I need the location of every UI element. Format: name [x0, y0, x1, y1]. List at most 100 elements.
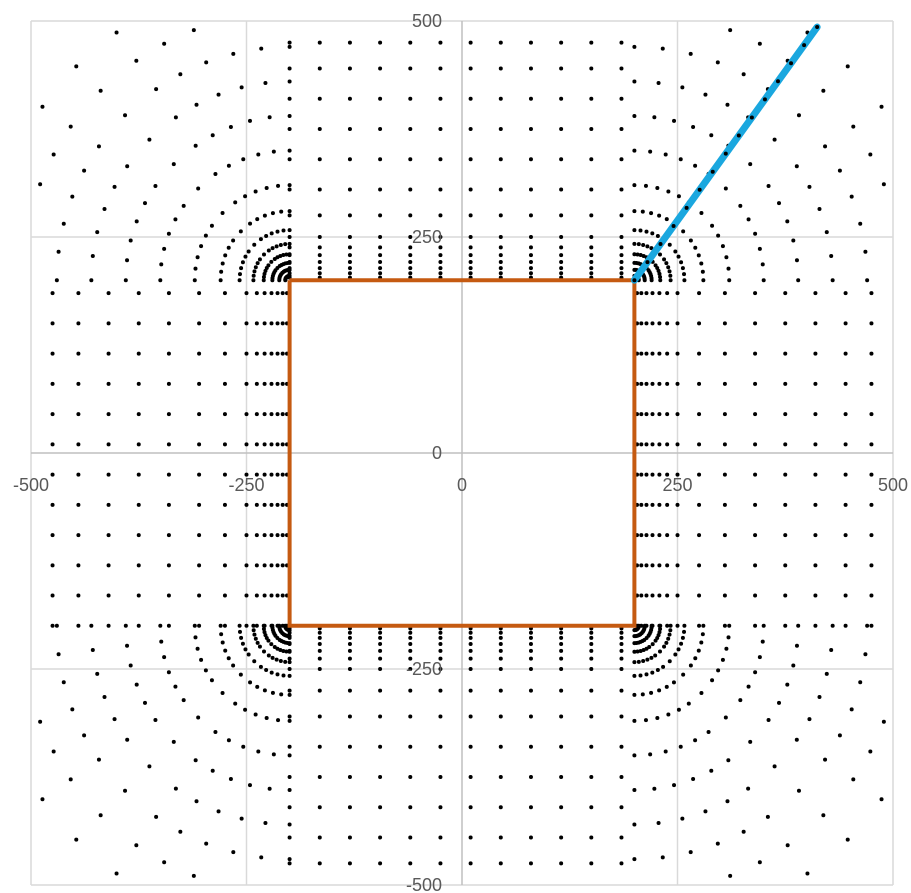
- scatter-point: [280, 442, 285, 447]
- scatter-point: [528, 805, 533, 810]
- scatter-point: [657, 321, 662, 326]
- scatter-point: [468, 861, 473, 866]
- scatter-point: [468, 648, 473, 653]
- scatter-point: [468, 40, 473, 45]
- scatter-point: [699, 691, 704, 695]
- scatter-point: [559, 656, 564, 661]
- scatter-point: [162, 41, 167, 46]
- scatter-point: [317, 260, 322, 265]
- scatter-point: [154, 814, 159, 819]
- scatter-point: [50, 321, 55, 326]
- scatter-point: [347, 714, 352, 719]
- scatter-point: [641, 254, 646, 258]
- scatter-point: [748, 739, 753, 744]
- scatter-point: [222, 412, 227, 417]
- scatter-point: [287, 157, 292, 162]
- scatter-point: [559, 688, 564, 693]
- scatter-point: [82, 168, 87, 173]
- scatter-point: [783, 321, 788, 326]
- scatter-point: [438, 714, 443, 719]
- scatter-point: [468, 714, 473, 719]
- scatter-point: [237, 629, 242, 634]
- scatter-point: [673, 249, 678, 254]
- scatter-point: [589, 656, 594, 661]
- scatter-point: [142, 700, 147, 705]
- scatter-point: [559, 635, 564, 640]
- scatter-point: [106, 563, 111, 568]
- scatter-point: [619, 714, 624, 719]
- scatter-point: [281, 648, 286, 653]
- scatter-point: [378, 835, 383, 840]
- scatter-point: [649, 623, 654, 628]
- scatter-point: [589, 96, 594, 101]
- ray-point: [697, 187, 702, 192]
- scatter-point: [95, 671, 100, 676]
- scatter-point: [266, 653, 271, 658]
- scatter-point: [726, 758, 731, 763]
- scatter-point: [843, 472, 848, 477]
- scatter-point: [216, 809, 221, 814]
- scatter-point: [638, 253, 643, 258]
- scatter-point: [197, 351, 202, 356]
- scatter-point: [589, 667, 594, 671]
- scatter-point: [813, 412, 818, 417]
- scatter-point: [136, 351, 141, 356]
- scatter-point: [38, 719, 43, 724]
- scatter-point: [843, 533, 848, 538]
- scatter-point: [438, 157, 443, 162]
- scatter-point: [76, 472, 81, 477]
- scatter-point: [813, 623, 818, 628]
- scatter-point: [238, 672, 243, 677]
- ray-point: [815, 25, 820, 30]
- scatter-point: [783, 593, 788, 598]
- scatter-point: [438, 656, 443, 661]
- scatter-point: [438, 805, 443, 810]
- scatter-point: [178, 72, 183, 77]
- scatter-point: [280, 291, 285, 296]
- scatter-point: [276, 183, 281, 188]
- scatter-point: [696, 253, 701, 258]
- scatter-point: [693, 245, 698, 250]
- scatter-point: [656, 821, 661, 826]
- scatter-point: [869, 623, 874, 628]
- scatter-point: [153, 717, 158, 722]
- scatter-point: [619, 187, 624, 192]
- scatter-point: [220, 261, 225, 266]
- scatter-point: [378, 66, 383, 71]
- scatter-point: [281, 673, 286, 678]
- scatter-point: [347, 266, 352, 271]
- scatter-point: [275, 412, 280, 417]
- scatter-point: [660, 855, 665, 860]
- scatter-point: [641, 242, 646, 247]
- scatter-point: [664, 684, 669, 689]
- scatter-point: [657, 271, 662, 276]
- scatter-point: [254, 351, 259, 356]
- scatter-point: [498, 861, 503, 866]
- scatter-point: [253, 636, 258, 641]
- scatter-point: [347, 635, 352, 640]
- scatter-point: [287, 114, 292, 119]
- scatter-point: [438, 96, 443, 101]
- scatter-point: [378, 805, 383, 810]
- scatter-point: [275, 472, 280, 477]
- scatter-point: [283, 242, 288, 247]
- scatter-point: [125, 737, 130, 742]
- scatter-point: [666, 636, 671, 641]
- scatter-point: [619, 667, 624, 671]
- scatter-point: [192, 278, 197, 283]
- scatter-point: [438, 127, 443, 131]
- scatter-point: [686, 701, 691, 706]
- scatter-point: [724, 646, 729, 651]
- scatter-point: [722, 321, 727, 326]
- scatter-point: [317, 744, 322, 749]
- scatter-point: [589, 630, 594, 635]
- scatter-point: [216, 92, 221, 97]
- scatter-point: [559, 667, 564, 671]
- scatter-point: [89, 623, 94, 628]
- scatter-point: [589, 271, 594, 276]
- scatter-point: [783, 563, 788, 568]
- scatter-point: [408, 266, 413, 271]
- scatter-point: [644, 381, 649, 386]
- scatter-point: [589, 40, 594, 45]
- scatter-point: [528, 213, 533, 218]
